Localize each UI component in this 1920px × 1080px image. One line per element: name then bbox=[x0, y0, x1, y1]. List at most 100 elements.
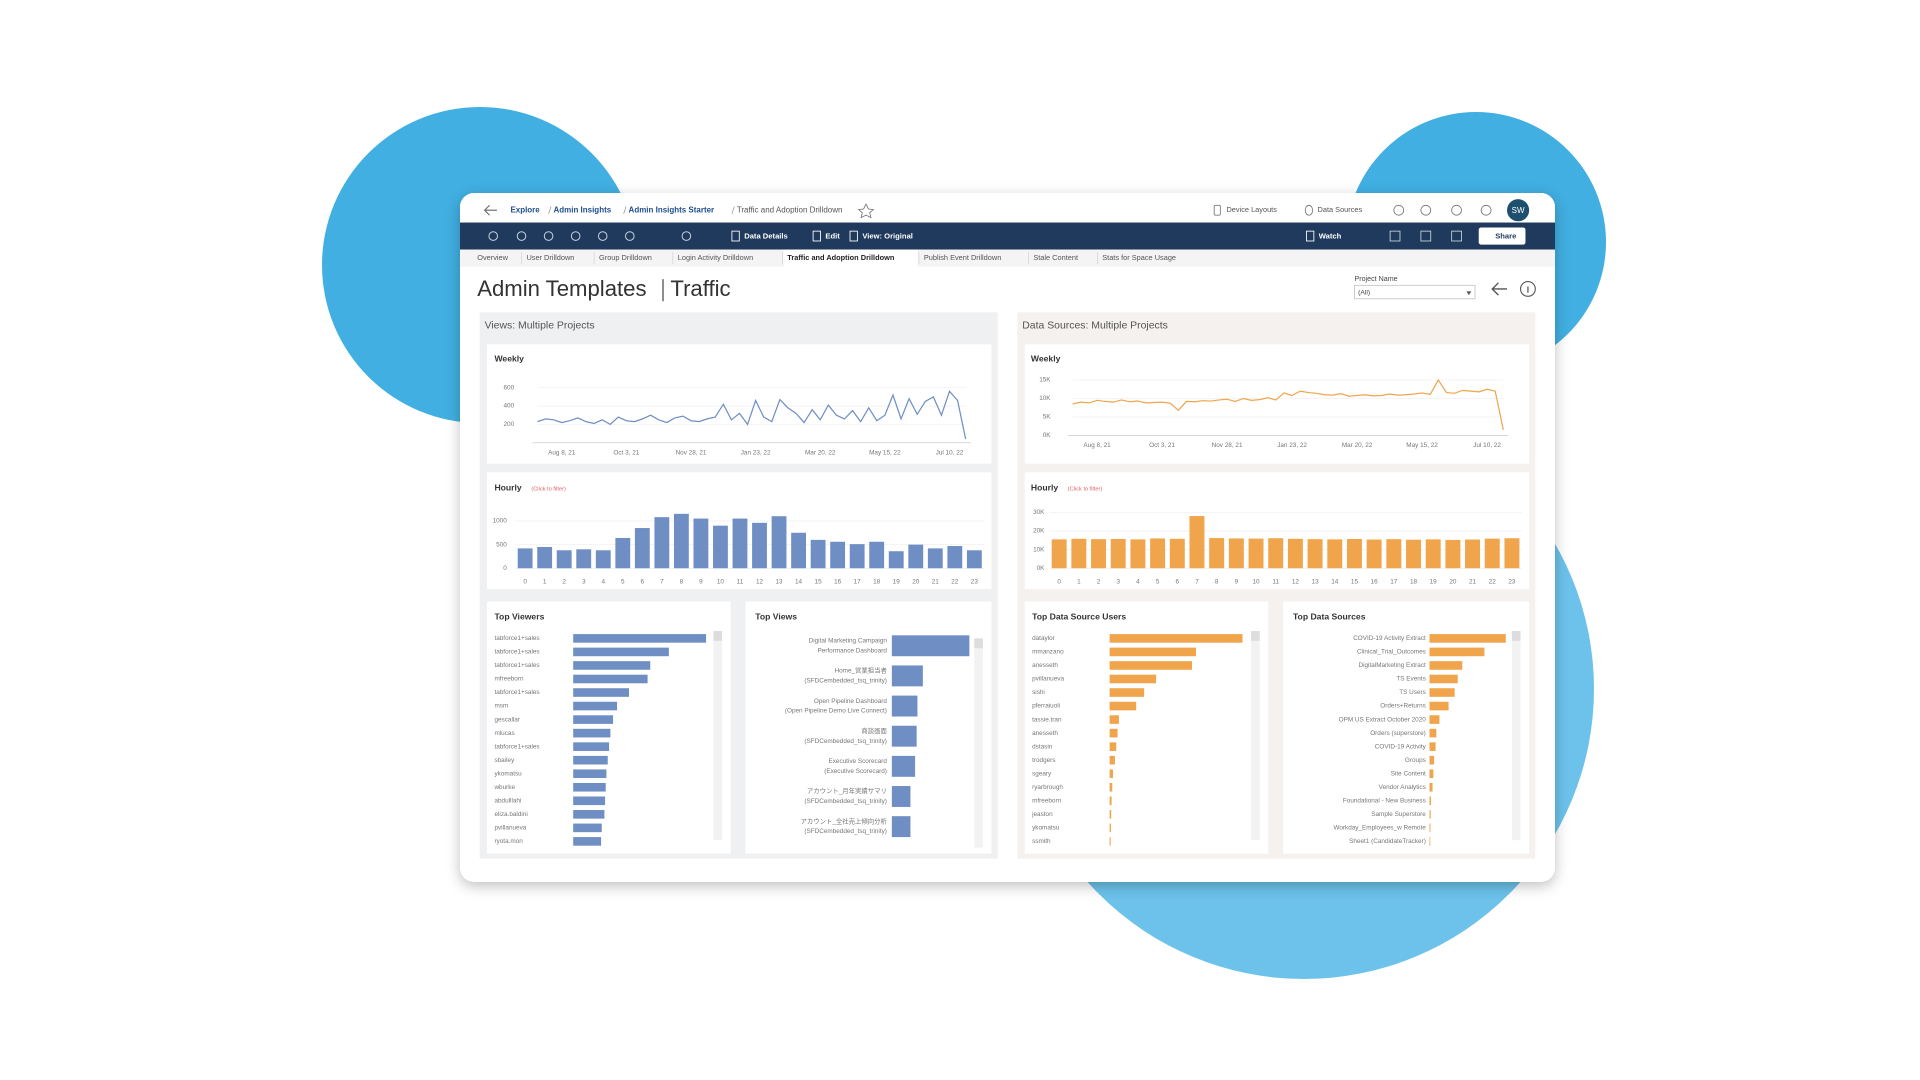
bar[interactable] bbox=[1484, 538, 1500, 569]
chart-subtitle[interactable]: (Click to filter) bbox=[1068, 486, 1103, 492]
bar[interactable] bbox=[1386, 539, 1402, 569]
bar[interactable] bbox=[1169, 538, 1185, 569]
bar[interactable] bbox=[1406, 539, 1421, 569]
tab[interactable]: User Drilldown bbox=[526, 253, 574, 262]
toolbar-icon[interactable] bbox=[1389, 230, 1401, 242]
toolbar-icon[interactable] bbox=[570, 231, 581, 241]
nav-back[interactable] bbox=[1491, 282, 1508, 296]
bar[interactable] bbox=[732, 518, 748, 569]
favorite-icon[interactable] bbox=[857, 203, 875, 219]
share-button[interactable] bbox=[1478, 227, 1526, 245]
filter-value[interactable]: (All) bbox=[1358, 289, 1370, 296]
bar[interactable] bbox=[1228, 538, 1244, 569]
breadcrumb-link[interactable]: Admin Insights Starter bbox=[629, 205, 715, 214]
header-icon[interactable] bbox=[1393, 204, 1405, 216]
toolbar-button[interactable]: Watch bbox=[1319, 232, 1342, 241]
bar[interactable] bbox=[1268, 538, 1284, 569]
bar[interactable] bbox=[693, 518, 709, 569]
bar bbox=[1429, 837, 1431, 846]
bar[interactable] bbox=[1130, 539, 1146, 569]
bar bbox=[1109, 674, 1157, 684]
bar bbox=[1429, 782, 1433, 792]
bar[interactable] bbox=[634, 528, 650, 569]
toolbar-icon[interactable] bbox=[1420, 230, 1432, 242]
breadcrumb-link[interactable]: Explore bbox=[510, 205, 540, 214]
page-subtitle: Traffic bbox=[670, 276, 730, 301]
bar[interactable] bbox=[830, 541, 846, 569]
bar[interactable] bbox=[1366, 539, 1382, 569]
bar[interactable] bbox=[673, 513, 689, 569]
breadcrumb-link[interactable]: Admin Insights bbox=[554, 205, 612, 214]
bar[interactable] bbox=[1504, 538, 1520, 569]
datasource-icon[interactable] bbox=[1304, 204, 1314, 216]
bar[interactable] bbox=[947, 546, 963, 569]
bar[interactable] bbox=[869, 541, 885, 569]
bar[interactable] bbox=[1209, 538, 1225, 569]
bar[interactable] bbox=[576, 549, 592, 569]
bar[interactable] bbox=[966, 550, 982, 569]
bar[interactable] bbox=[1445, 539, 1461, 569]
bar[interactable] bbox=[1189, 516, 1205, 569]
toolbar-button[interactable]: Data Details bbox=[744, 232, 788, 241]
y-tick-label: 500 bbox=[496, 541, 507, 548]
toolbar-icon[interactable] bbox=[1451, 230, 1462, 242]
bar[interactable] bbox=[1248, 538, 1264, 569]
tab[interactable]: Stale Content bbox=[1033, 253, 1078, 262]
bar[interactable] bbox=[713, 525, 728, 569]
share-label[interactable]: Share bbox=[1495, 232, 1516, 241]
chart-title: Top Data Source Users bbox=[1032, 612, 1126, 622]
header-action[interactable]: Data Sources bbox=[1318, 205, 1363, 214]
header-icon[interactable] bbox=[1451, 204, 1462, 216]
header-icon[interactable] bbox=[1480, 204, 1492, 216]
tab[interactable]: Publish Event Drilldown bbox=[924, 253, 1001, 262]
header-icon[interactable] bbox=[1420, 204, 1432, 216]
bar[interactable] bbox=[1287, 538, 1303, 569]
bar[interactable] bbox=[517, 548, 533, 569]
info-icon[interactable] bbox=[1519, 281, 1536, 297]
toolbar-button[interactable]: Edit bbox=[825, 232, 840, 241]
bar[interactable] bbox=[771, 516, 787, 569]
bar[interactable] bbox=[1150, 538, 1166, 569]
bar[interactable] bbox=[1071, 538, 1087, 569]
bar[interactable] bbox=[556, 550, 572, 569]
bar[interactable] bbox=[1346, 538, 1362, 569]
bar[interactable] bbox=[927, 548, 943, 569]
bar[interactable] bbox=[1465, 539, 1481, 569]
bar[interactable] bbox=[1327, 539, 1343, 569]
tab[interactable]: Login Activity Drilldown bbox=[678, 253, 753, 262]
toolbar-icon[interactable] bbox=[543, 231, 554, 241]
bar[interactable] bbox=[791, 532, 806, 569]
header-action[interactable]: Device Layouts bbox=[1227, 205, 1278, 214]
bar[interactable] bbox=[1110, 538, 1126, 569]
avatar[interactable] bbox=[1507, 199, 1530, 222]
tab[interactable]: Stats for Space Usage bbox=[1102, 253, 1176, 262]
bar[interactable] bbox=[1425, 539, 1441, 569]
bar[interactable] bbox=[537, 546, 553, 569]
toolbar-button[interactable]: View: Original bbox=[862, 232, 913, 241]
toolbar-icon[interactable] bbox=[681, 231, 692, 241]
filter-dropdown[interactable] bbox=[1354, 284, 1476, 300]
bar[interactable] bbox=[615, 537, 631, 569]
bar[interactable] bbox=[595, 550, 611, 569]
toolbar-icon[interactable] bbox=[516, 231, 527, 241]
toolbar-icon[interactable] bbox=[488, 231, 499, 241]
bar[interactable] bbox=[849, 544, 865, 569]
bar-label: ryota.mon bbox=[494, 838, 523, 845]
chart-subtitle[interactable]: (Click to filter) bbox=[531, 486, 566, 492]
bar[interactable] bbox=[1051, 539, 1067, 569]
back-icon[interactable] bbox=[483, 204, 497, 216]
bar[interactable] bbox=[908, 544, 924, 569]
bar[interactable] bbox=[654, 517, 670, 569]
bar[interactable] bbox=[888, 551, 904, 569]
bar[interactable] bbox=[1091, 539, 1107, 569]
toolbar-icon[interactable] bbox=[597, 231, 608, 241]
tab[interactable]: Traffic and Adoption Drilldown bbox=[787, 253, 895, 262]
bar[interactable] bbox=[752, 522, 767, 569]
toolbar-icon[interactable] bbox=[624, 231, 635, 241]
x-tick-label: 1 bbox=[1077, 578, 1081, 585]
tab[interactable]: Group Drilldown bbox=[599, 253, 652, 262]
tab[interactable]: Overview bbox=[477, 253, 508, 262]
device-icon[interactable] bbox=[1213, 204, 1221, 216]
bar[interactable] bbox=[810, 539, 826, 569]
bar[interactable] bbox=[1307, 539, 1323, 569]
